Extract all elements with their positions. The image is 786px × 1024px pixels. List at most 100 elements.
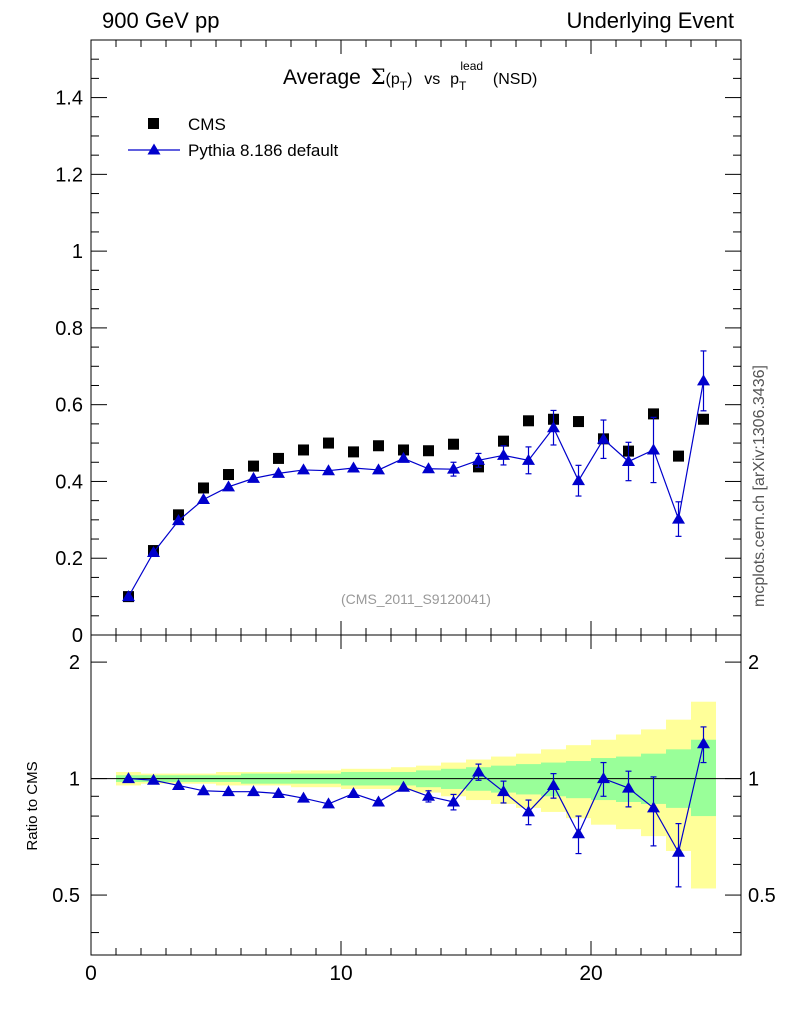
cms-point bbox=[648, 408, 659, 420]
pythia-main-point bbox=[222, 480, 235, 492]
pythia-main-point bbox=[697, 374, 710, 386]
pythia-ratio-point bbox=[697, 737, 710, 749]
pythia-main-point bbox=[447, 462, 460, 474]
pythia-main-point bbox=[397, 451, 410, 463]
pythia-main-point bbox=[122, 590, 135, 602]
x-tick-label: 0 bbox=[85, 962, 97, 985]
pythia-main-point bbox=[172, 514, 185, 526]
pythia-ratio-point bbox=[347, 787, 360, 799]
ratio-band-inner bbox=[566, 761, 591, 799]
legend-marker-pythia bbox=[147, 143, 161, 155]
pythia-ratio-point bbox=[372, 795, 385, 807]
axes: 0 10 20 0 0.2 0.4 0.6 0.8 1 1.2 1.4 0.5 0.5 1 1 2 2 bbox=[52, 39, 776, 985]
pythia-main-point bbox=[472, 453, 485, 465]
pythia-ratio-point bbox=[497, 785, 510, 797]
title-pt-close: ) bbox=[407, 71, 412, 88]
pythia-ratio-point bbox=[297, 791, 310, 803]
cms-point bbox=[698, 413, 709, 425]
title-sigma: Σ bbox=[371, 65, 386, 89]
y-tick-label-main: 0.8 bbox=[55, 318, 83, 340]
legend-label-pythia: Pythia 8.186 default bbox=[188, 141, 339, 160]
pythia-main-point bbox=[297, 463, 310, 475]
y-tick-label-ratio-left: 1 bbox=[69, 769, 80, 791]
pythia-ratio-point bbox=[447, 795, 460, 807]
pythia-ratio-point bbox=[322, 797, 335, 809]
pythia-ratio-point bbox=[647, 801, 660, 813]
pythia-main-point bbox=[597, 432, 610, 444]
ratio-ylabel: Ratio to CMS bbox=[24, 761, 41, 850]
pythia-ratio-point bbox=[597, 772, 610, 784]
legend-marker-cms bbox=[148, 118, 159, 129]
x-tick-label: 20 bbox=[579, 962, 602, 985]
pythia-ratio-point bbox=[247, 785, 260, 797]
cms-point bbox=[523, 415, 534, 427]
title-p-sup: lead bbox=[460, 59, 483, 73]
pythia-ratio-point bbox=[572, 827, 585, 839]
pythia-ratio-point bbox=[222, 785, 235, 797]
pythia-main-point bbox=[497, 448, 510, 460]
pythia-main-point bbox=[272, 466, 285, 478]
cms-point bbox=[498, 435, 509, 447]
y-tick-label-main: 1.4 bbox=[55, 88, 83, 110]
pythia-ratio-point bbox=[472, 765, 485, 777]
pythia-ratio-point bbox=[147, 773, 160, 785]
pythia-main-point bbox=[322, 464, 335, 476]
pythia-main-point bbox=[547, 421, 560, 433]
analysis-tag: (CMS_2011_S9120041) bbox=[341, 591, 491, 607]
pythia-main-point bbox=[422, 462, 435, 474]
y-tick-label-ratio-right: 0.5 bbox=[748, 885, 776, 907]
y-tick-label-main: 0.6 bbox=[55, 395, 83, 417]
series-marks bbox=[122, 350, 710, 888]
title-p: p bbox=[450, 71, 459, 88]
title-pt: (p bbox=[386, 71, 400, 88]
title-p-sub: T bbox=[459, 79, 467, 93]
pythia-main-point bbox=[522, 453, 535, 465]
pythia-ratio-point bbox=[172, 778, 185, 790]
cms-point bbox=[573, 416, 584, 428]
pythia-main-point bbox=[372, 463, 385, 475]
cms-point bbox=[298, 444, 309, 456]
pythia-main-point bbox=[672, 512, 685, 524]
cms-point bbox=[198, 482, 209, 494]
cms-point bbox=[673, 450, 684, 462]
header-right: Underlying Event bbox=[566, 8, 734, 33]
pythia-main-point bbox=[197, 492, 210, 504]
cms-point bbox=[348, 446, 359, 458]
cms-point bbox=[323, 437, 334, 449]
y-tick-label-main: 1.2 bbox=[55, 164, 83, 186]
pythia-ratio-point bbox=[122, 772, 135, 784]
pythia-main-point bbox=[572, 474, 585, 486]
title-pt-sub: T bbox=[400, 79, 408, 93]
pythia-main-point bbox=[247, 471, 260, 483]
title-suffix: (NSD) bbox=[493, 71, 537, 88]
cms-point bbox=[223, 469, 234, 481]
y-tick-label-ratio-right: 1 bbox=[748, 769, 759, 791]
cms-point bbox=[273, 452, 284, 464]
y-tick-label-main: 0.2 bbox=[55, 548, 83, 570]
pythia-ratio-point bbox=[272, 787, 285, 799]
y-tick-label-main: 0 bbox=[72, 625, 83, 647]
y-tick-label-ratio-left: 2 bbox=[69, 652, 80, 674]
legend-label-cms: CMS bbox=[188, 115, 226, 134]
pythia-ratio-point bbox=[197, 784, 210, 796]
cms-point bbox=[248, 460, 259, 472]
header-left: 900 GeV pp bbox=[102, 8, 219, 33]
cms-point bbox=[423, 445, 434, 457]
cms-point bbox=[373, 440, 384, 452]
pythia-main-point bbox=[147, 545, 160, 557]
pythia-main-point bbox=[647, 443, 660, 455]
cms-point bbox=[448, 438, 459, 450]
pythia-ratio-point bbox=[422, 789, 435, 801]
pythia-ratio-point bbox=[622, 781, 635, 793]
pythia-main-line bbox=[127, 380, 705, 597]
watermark: mcplots.cern.ch [arXiv:1306.3436] bbox=[751, 365, 768, 607]
y-tick-label-main: 1 bbox=[72, 241, 83, 263]
pythia-ratio-point bbox=[522, 805, 535, 817]
y-tick-label-main: 0.4 bbox=[55, 471, 83, 493]
pythia-main-point bbox=[622, 454, 635, 466]
cms-point bbox=[398, 444, 409, 456]
y-tick-label-ratio-left: 0.5 bbox=[52, 885, 80, 907]
title-prefix: Average bbox=[283, 66, 361, 89]
main-title: Average Σ(pT) vs pTlead (NSD) bbox=[283, 52, 537, 93]
